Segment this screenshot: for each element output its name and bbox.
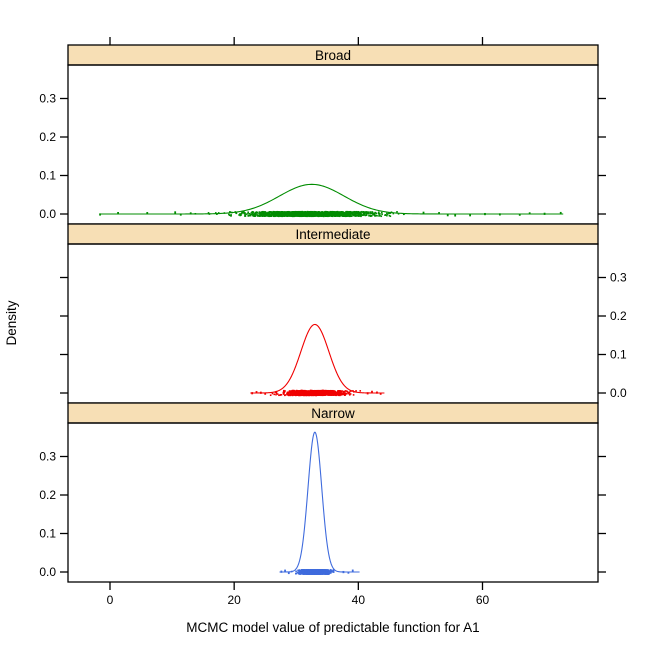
- y-tick-label: 0.1: [39, 169, 56, 183]
- panel-broad: [60, 44, 606, 225]
- panel-narrow: [60, 402, 606, 583]
- y-tick-label: 0.1: [39, 527, 56, 541]
- y-tick-label: 0.2: [39, 488, 56, 502]
- x-tick-label: 40: [352, 593, 366, 607]
- density-curve-broad: [100, 183, 564, 215]
- x-tick-label: 20: [227, 593, 241, 607]
- y-tick-label: 0.1: [610, 348, 627, 362]
- y-tick-label: 0.3: [610, 271, 627, 285]
- panel-intermediate: [60, 223, 606, 404]
- rug-points-narrow: [280, 569, 354, 575]
- x-axis-label: MCMC model value of predictable function…: [186, 620, 479, 635]
- density-curve-narrow: [279, 431, 360, 573]
- panel-border: [67, 243, 599, 404]
- panel-border: [67, 422, 599, 583]
- y-tick-label: 0.0: [39, 565, 56, 579]
- x-tick-label: 0: [107, 593, 114, 607]
- x-tick-label: 60: [476, 593, 490, 607]
- strip-label-intermediate: Intermediate: [295, 227, 370, 242]
- strip-label-narrow: Narrow: [311, 406, 355, 421]
- y-tick-label: 0.0: [610, 386, 627, 400]
- y-tick-label: 0.2: [39, 130, 56, 144]
- y-tick-label: 0.3: [39, 92, 56, 106]
- density-curve-intermediate: [250, 323, 385, 394]
- y-tick-label: 0.0: [39, 207, 56, 221]
- y-axis-label: Density: [4, 300, 19, 345]
- panel-border: [67, 64, 599, 225]
- y-tick-label: 0.3: [39, 450, 56, 464]
- rug-points-broad: [99, 210, 562, 218]
- rug-points-intermediate: [251, 389, 382, 397]
- y-tick-label: 0.2: [610, 309, 627, 323]
- strip-label-broad: Broad: [315, 48, 351, 63]
